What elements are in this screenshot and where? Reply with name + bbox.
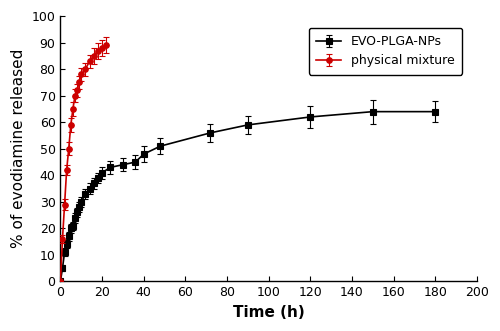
- Y-axis label: % of evodiamine released: % of evodiamine released: [11, 49, 26, 249]
- Legend: EVO-PLGA-NPs, physical mixture: EVO-PLGA-NPs, physical mixture: [308, 28, 462, 75]
- X-axis label: Time (h): Time (h): [233, 305, 304, 320]
